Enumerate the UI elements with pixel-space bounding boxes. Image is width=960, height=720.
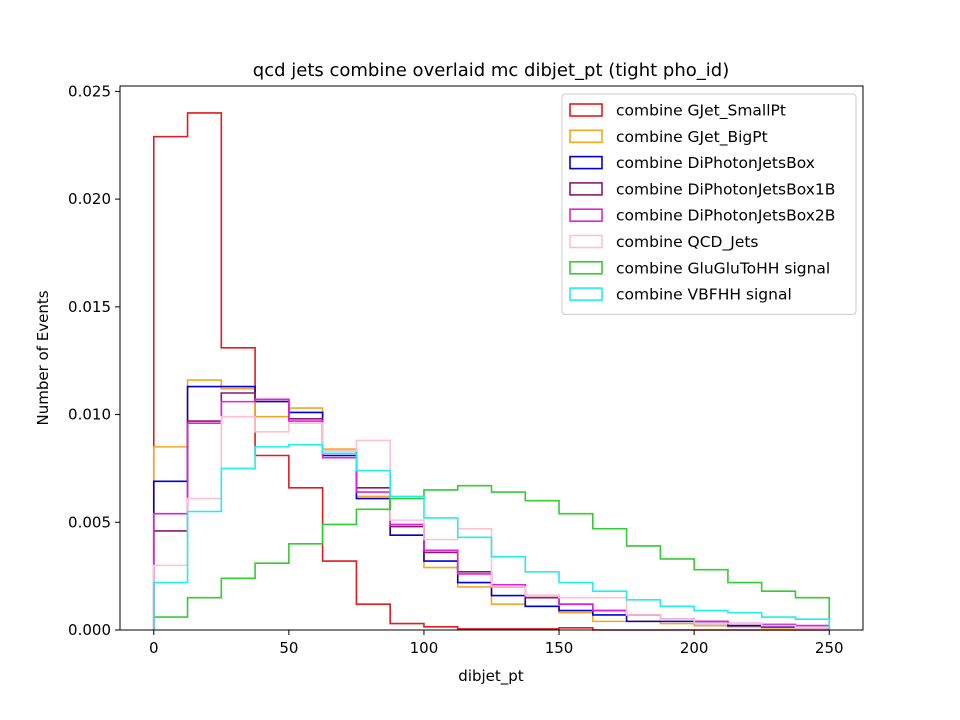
series-layer — [152, 112, 831, 631]
legend-swatch-3 — [569, 182, 603, 196]
series-line-5 — [152, 415, 831, 630]
plot-frame — [119, 85, 864, 631]
series-line-2 — [152, 385, 831, 630]
legend-swatch-5 — [569, 234, 603, 249]
legend-swatch-0 — [569, 103, 603, 117]
y-tick-label-0: 0.000 — [68, 621, 111, 639]
legend-swatch-7 — [569, 287, 603, 301]
x-tick-label-2: 100 — [410, 639, 439, 657]
legend-label-6: combine GluGluToHH signal — [616, 259, 830, 277]
legend-label-3: combine DiPhotonJetsBox1B — [616, 180, 835, 198]
legend-label-1: combine GJet_BigPt — [616, 128, 768, 147]
x-axis: 0 50 100 150 200 250 — [149, 630, 844, 657]
chart-title: qcd jets combine overlaid mc dibjet_pt (… — [253, 60, 729, 81]
series-line-6 — [152, 484, 831, 630]
series-line-7 — [152, 443, 831, 630]
legend-box — [561, 93, 857, 315]
x-tick-label-4: 200 — [680, 639, 709, 657]
x-tick-label-0: 0 — [149, 639, 159, 657]
series-line-1 — [152, 379, 831, 630]
legend-swatch-1 — [569, 129, 603, 144]
legend-label-4: combine DiPhotonJetsBox2B — [616, 207, 835, 225]
y-tick-label-5: 0.025 — [68, 82, 111, 100]
x-tick-label-3: 150 — [545, 639, 574, 657]
legend-label-0: combine GJet_SmallPt — [616, 102, 786, 121]
y-tick-label-3: 0.015 — [68, 298, 111, 316]
y-axis: 0.000 0.005 0.010 0.015 0.020 0.025 — [68, 82, 120, 639]
legend-swatch-2 — [569, 155, 603, 170]
x-tick-label-5: 250 — [815, 639, 844, 657]
y-tick-label-1: 0.005 — [68, 513, 111, 531]
y-axis-label: Number of Events — [34, 290, 52, 425]
y-tick-label-4: 0.020 — [68, 190, 111, 208]
legend-swatch-4 — [569, 208, 603, 222]
y-tick-label-2: 0.010 — [68, 406, 111, 424]
x-tick-label-1: 50 — [279, 639, 298, 657]
legend-label-2: combine DiPhotonJetsBox — [616, 154, 815, 172]
legend-swatch-6 — [569, 260, 603, 275]
legend-label-7: combine VBFHH signal — [616, 286, 792, 304]
x-axis-label: dibjet_pt — [458, 667, 524, 686]
legend-label-5: combine QCD_Jets — [616, 233, 759, 252]
